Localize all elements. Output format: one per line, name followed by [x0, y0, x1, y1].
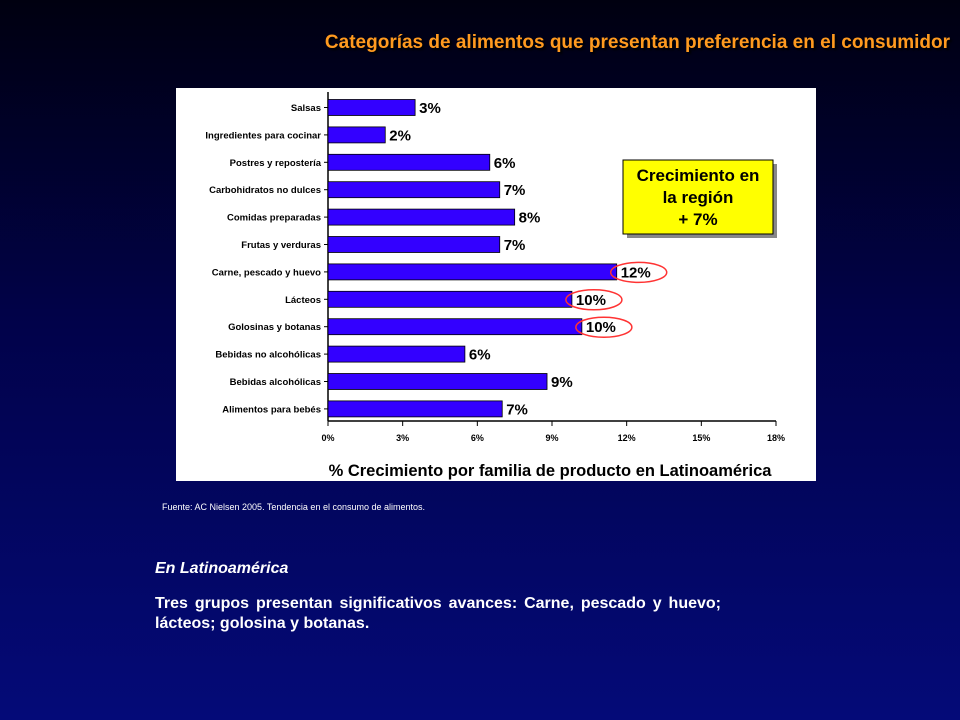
bar [327, 153, 491, 171]
category-label: Alimentos para bebés [222, 404, 321, 415]
source-note: Fuente: AC Nielsen 2005. Tendencia en el… [162, 502, 425, 512]
category-label: Postres y repostería [230, 158, 322, 169]
category-label: Bebidas alcohólicas [230, 377, 321, 388]
category-label: Frutas y verduras [241, 240, 321, 251]
x-axis-title: % Crecimiento por familia de producto en… [329, 462, 773, 480]
bar-chart: Salsas 3% Ingredientes para cocinar 2% Postr… [176, 88, 816, 481]
data-label: 12% [621, 264, 651, 281]
data-label: 10% [586, 319, 616, 336]
highlight-ellipse [609, 261, 668, 284]
bar [327, 400, 503, 418]
data-label: 7% [506, 401, 528, 418]
category-label: Carbohidratos no dulces [209, 185, 321, 196]
category-label: Lácteos [285, 295, 321, 306]
x-tick-label: 18% [767, 433, 785, 443]
highlight-ellipse [575, 316, 633, 338]
callout-text: + 7% [678, 210, 717, 229]
highlight-ellipse [565, 289, 623, 311]
slide-title: Categorías de alimentos que presentan pr… [324, 32, 950, 53]
data-label: 7% [504, 237, 526, 254]
category-label: Golosinas y botanas [228, 322, 321, 333]
bar [327, 290, 573, 308]
data-label: 6% [469, 347, 491, 364]
x-tick-label: 12% [618, 433, 636, 443]
note-heading: En Latinoamérica [155, 560, 289, 577]
callout-box [622, 159, 774, 235]
bar [327, 263, 618, 281]
data-label: 7% [504, 182, 526, 199]
category-label: Carne, pescado y huevo [212, 267, 321, 278]
bar [327, 99, 416, 116]
x-tick-label: 6% [471, 433, 484, 443]
data-label: 3% [419, 100, 441, 117]
data-label: 8% [519, 210, 541, 227]
bar [327, 236, 501, 253]
bar [327, 373, 548, 390]
bar [327, 208, 516, 226]
bar [327, 126, 386, 144]
note-body: Tres grupos presentan significativos ava… [155, 595, 721, 632]
data-label: 9% [551, 374, 573, 391]
bar-chart-svg: Salsas 3% Ingredientes para cocinar 2% Postr… [205, 92, 785, 480]
data-label: 2% [389, 127, 411, 144]
x-tick-label: 0% [321, 433, 334, 443]
bar [327, 345, 466, 363]
callout-text: la región [663, 188, 734, 207]
callout-text: Crecimiento en [637, 166, 760, 185]
x-tick-label: 9% [545, 433, 558, 443]
data-label: 10% [576, 292, 606, 309]
bar [327, 318, 583, 336]
bar [327, 181, 501, 199]
x-tick-label: 3% [396, 433, 409, 443]
category-label: Salsas [291, 103, 321, 114]
category-label: Bebidas no alcohólicas [215, 350, 321, 361]
x-tick-label: 15% [692, 433, 710, 443]
category-label: Comidas preparadas [227, 213, 321, 224]
data-label: 6% [494, 155, 516, 172]
category-label: Ingredientes para cocinar [205, 130, 321, 141]
